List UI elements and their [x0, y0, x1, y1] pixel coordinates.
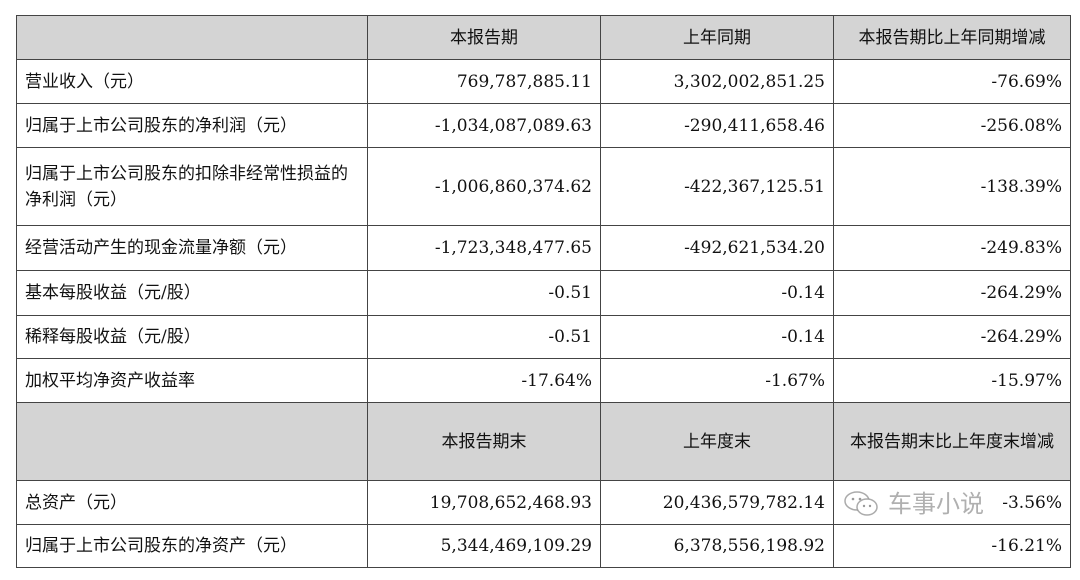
value-cell: -16.21%	[833, 524, 1071, 568]
table-row: 归属于上市公司股东的净利润（元） -1,034,087,089.63 -290,41…	[16, 103, 1071, 148]
row-label: 经营活动产生的现金流量净额（元）	[16, 225, 368, 271]
table-row: 总资产（元） 19,708,652,468.93 20,436,579,782.14…	[16, 480, 1071, 525]
table-row: 营业收入（元） 769,787,885.11 3,302,002,851.25 -76…	[16, 59, 1071, 104]
value-cell: -0.14	[600, 270, 834, 316]
value-cell: 19,708,652,468.93	[367, 480, 601, 525]
row-label: 归属于上市公司股东的扣除非经常性损益的净利润（元）	[16, 147, 368, 226]
value-cell: -138.39%	[833, 147, 1071, 226]
column-header: 本报告期比上年同期增减	[833, 15, 1071, 60]
column-header: 本报告期	[367, 15, 601, 60]
column-header: 上年度末	[600, 402, 834, 481]
table-row: 基本每股收益（元/股） -0.51 -0.14 -264.29%	[16, 270, 1071, 316]
table-row: 经营活动产生的现金流量净额（元） -1,723,348,477.65 -492,62…	[16, 225, 1071, 271]
value-cell: -0.51	[367, 270, 601, 316]
value-cell: -1.67%	[600, 358, 834, 403]
value-cell: -0.51	[367, 315, 601, 359]
value-cell: -76.69%	[833, 59, 1071, 104]
value-cell: -256.08%	[833, 103, 1071, 148]
row-label: 稀释每股收益（元/股）	[16, 315, 368, 359]
row-label: 归属于上市公司股东的净利润（元）	[16, 103, 368, 148]
value-cell: -264.29%	[833, 315, 1071, 359]
value-cell: -3.56%	[833, 480, 1071, 525]
value-cell: 769,787,885.11	[367, 59, 601, 104]
row-label: 基本每股收益（元/股）	[16, 270, 368, 316]
value-cell: -422,367,125.51	[600, 147, 834, 226]
value-cell: -1,006,860,374.62	[367, 147, 601, 226]
value-cell: -290,411,658.46	[600, 103, 834, 148]
row-label: 归属于上市公司股东的净资产（元）	[16, 524, 368, 568]
value-cell: -249.83%	[833, 225, 1071, 271]
column-header: 本报告期末	[367, 402, 601, 481]
value-cell: -492,621,534.20	[600, 225, 834, 271]
header-row: 本报告期末 上年度末 本报告期末比上年度末增减	[16, 402, 1071, 481]
row-label: 营业收入（元）	[16, 59, 368, 104]
value-cell: -17.64%	[367, 358, 601, 403]
table-row: 加权平均净资产收益率 -17.64% -1.67% -15.97%	[16, 358, 1071, 403]
value-cell: 3,302,002,851.25	[600, 59, 834, 104]
column-header	[16, 402, 368, 481]
row-label: 总资产（元）	[16, 480, 368, 525]
financial-summary-table: 本报告期 上年同期 本报告期比上年同期增减 营业收入（元） 769,787,885.11…	[16, 15, 1071, 568]
column-header: 本报告期末比上年度末增减	[833, 402, 1071, 481]
value-cell: -264.29%	[833, 270, 1071, 316]
row-label: 加权平均净资产收益率	[16, 358, 368, 403]
value-cell: -0.14	[600, 315, 834, 359]
value-cell: -1,034,087,089.63	[367, 103, 601, 148]
table-row: 归属于上市公司股东的扣除非经常性损益的净利润（元） -1,006,860,374.…	[16, 147, 1071, 226]
column-header: 上年同期	[600, 15, 834, 60]
value-cell: 5,344,469,109.29	[367, 524, 601, 568]
table-row: 归属于上市公司股东的净资产（元） 5,344,469,109.29 6,378,55…	[16, 524, 1071, 568]
value-cell: 6,378,556,198.92	[600, 524, 834, 568]
header-row: 本报告期 上年同期 本报告期比上年同期增减	[16, 15, 1071, 60]
value-cell: 20,436,579,782.14	[600, 480, 834, 525]
column-header	[16, 15, 368, 60]
table-row: 稀释每股收益（元/股） -0.51 -0.14 -264.29%	[16, 315, 1071, 359]
value-cell: -15.97%	[833, 358, 1071, 403]
value-cell: -1,723,348,477.65	[367, 225, 601, 271]
